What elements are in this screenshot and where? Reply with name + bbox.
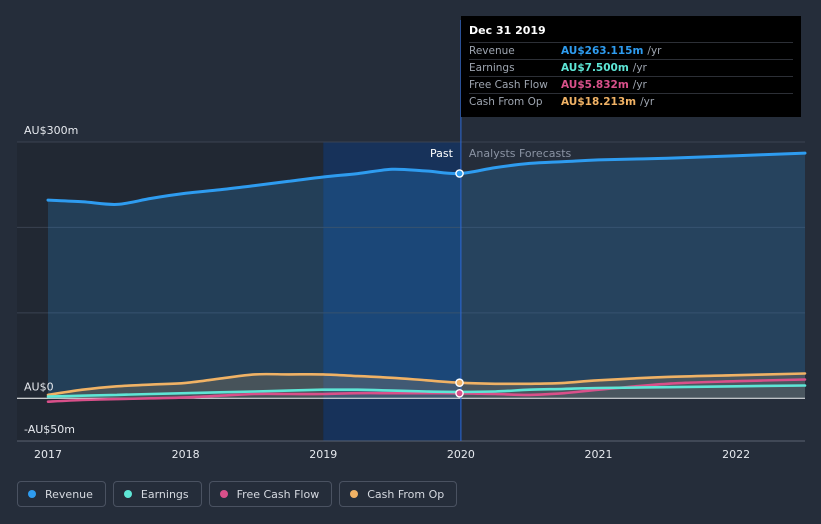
tooltip-value: AU$5.832m [561,79,629,91]
y-tick-label: -AU$50m [24,423,75,436]
revenue-marker [455,169,464,178]
legend-dot-icon [28,490,36,498]
tooltip-label: Earnings [469,62,515,74]
x-tick-label: 2018 [172,448,200,461]
tooltip-unit: /yr [647,45,662,57]
tooltip-row-cash-from-op: Cash From Op AU$18.213m /yr [469,93,793,110]
gridlines [17,141,805,442]
tooltip-row-earnings: Earnings AU$7.500m /yr [469,59,793,76]
free-cash-flow-line [46,378,807,403]
tooltip-value: AU$263.115m [561,45,644,57]
tooltip-unit: /yr [632,79,647,91]
y-tick-label: AU$0 [24,380,54,393]
data-tooltip: Dec 31 2019 Revenue AU$263.115m /yr Earn… [461,16,801,117]
legend-item-cash-from-op[interactable]: Cash From Op [339,481,458,507]
y-axis-labels: AU$300m AU$0 -AU$50m [24,124,78,436]
tooltip-row-free-cash-flow: Free Cash Flow AU$5.832m /yr [469,76,793,93]
past-label: Past [430,147,454,160]
tooltip-row-revenue: Revenue AU$263.115m /yr [469,42,793,59]
revenue-area [48,153,805,399]
free-cash-flow-marker [455,389,464,398]
legend-label: Free Cash Flow [236,487,320,501]
forecast-label: Analysts Forecasts [469,147,572,160]
cash-from-op-marker [455,378,464,388]
legend-item-revenue[interactable]: Revenue [17,481,106,507]
tooltip-label: Free Cash Flow [469,79,548,91]
x-tick-label: 2020 [447,448,475,461]
legend-label: Revenue [45,487,93,501]
legend-label: Cash From Op [367,487,445,501]
series-lines [46,151,807,403]
legend-dot-icon [350,490,359,498]
tooltip-value: AU$7.500m [561,62,629,74]
highlight-markers [455,169,464,398]
chart-legend: Revenue Earnings Free Cash Flow Cash Fro… [17,481,458,507]
legend-dot-icon [219,490,228,498]
cash-from-op-line [46,372,807,397]
tooltip-unit: /yr [640,96,655,108]
revenue-line [46,151,807,206]
x-axis-labels: 2017 2018 2019 2020 2021 2022 [34,448,750,461]
x-tick-label: 2019 [309,448,337,461]
tooltip-label: Cash From Op [469,96,543,108]
legend-item-earnings[interactable]: Earnings [112,481,202,507]
earnings-line [46,384,807,398]
tooltip-date: Dec 31 2019 [469,24,546,37]
tooltip-unit: /yr [632,62,647,74]
tooltip-label: Revenue [469,45,515,57]
x-tick-label: 2021 [585,448,613,461]
x-tick-label: 2017 [34,448,62,461]
y-tick-label: AU$300m [24,124,78,137]
tooltip-value: AU$18.213m [561,96,637,108]
x-tick-label: 2022 [722,448,750,461]
legend-label: Earnings [140,487,189,501]
legend-dot-icon [123,490,132,498]
legend-item-free-cash-flow[interactable]: Free Cash Flow [208,481,333,507]
